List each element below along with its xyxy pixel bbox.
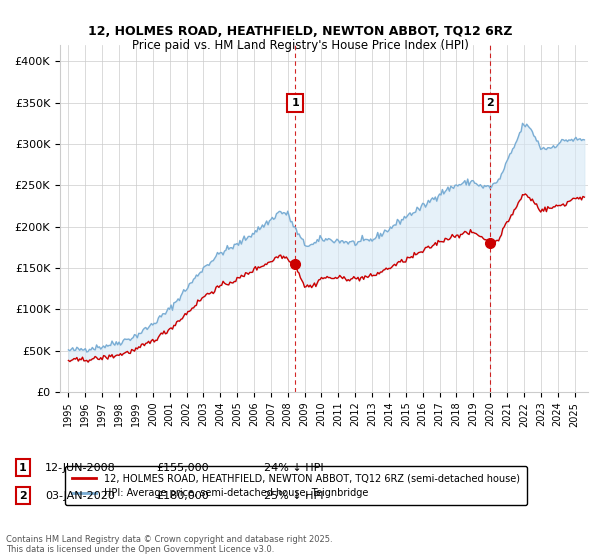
Text: £180,000: £180,000: [156, 491, 209, 501]
Text: 1: 1: [19, 463, 26, 473]
Text: 2: 2: [487, 97, 494, 108]
Text: 25% ↓ HPI: 25% ↓ HPI: [264, 491, 323, 501]
Text: 12-JUN-2008: 12-JUN-2008: [45, 463, 116, 473]
Text: 03-JAN-2020: 03-JAN-2020: [45, 491, 115, 501]
Text: 2: 2: [19, 491, 26, 501]
Text: Contains HM Land Registry data © Crown copyright and database right 2025.
This d: Contains HM Land Registry data © Crown c…: [6, 535, 332, 554]
Text: 24% ↓ HPI: 24% ↓ HPI: [264, 463, 323, 473]
Text: Price paid vs. HM Land Registry's House Price Index (HPI): Price paid vs. HM Land Registry's House …: [131, 39, 469, 52]
Text: 12, HOLMES ROAD, HEATHFIELD, NEWTON ABBOT, TQ12 6RZ: 12, HOLMES ROAD, HEATHFIELD, NEWTON ABBO…: [88, 25, 512, 38]
Text: 1: 1: [291, 97, 299, 108]
Legend: 12, HOLMES ROAD, HEATHFIELD, NEWTON ABBOT, TQ12 6RZ (semi-detached house), HPI: : 12, HOLMES ROAD, HEATHFIELD, NEWTON ABBO…: [65, 466, 527, 505]
Text: £155,000: £155,000: [156, 463, 209, 473]
